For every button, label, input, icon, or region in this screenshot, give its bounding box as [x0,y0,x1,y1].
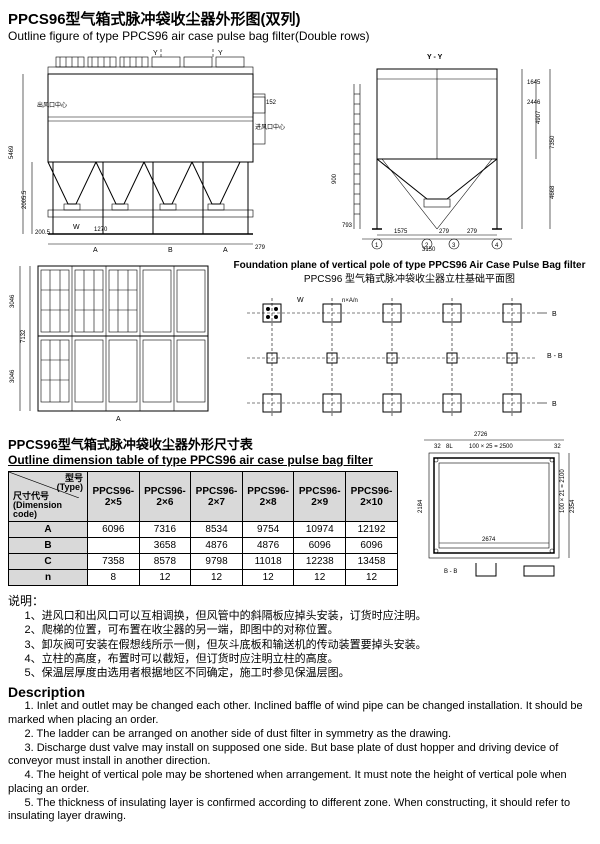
svg-text:进风口中心: 进风口中心 [255,123,285,131]
svg-text:3046: 3046 [10,294,16,308]
svg-text:2354: 2354 [570,499,576,513]
svg-text:Y - Y: Y - Y [427,54,443,61]
desc-label-en: Description [8,684,592,700]
foundation-caption-en: Foundation plane of vertical pole of typ… [227,260,592,272]
svg-text:3046: 3046 [10,369,16,383]
svg-text:5469: 5469 [9,145,15,159]
svg-text:7350: 7350 [550,135,556,149]
svg-text:B: B [552,401,557,408]
svg-text:3150: 3150 [422,247,436,253]
svg-text:Y: Y [153,50,158,57]
desc-label-cn: 说明： [8,592,592,609]
dim-w: W [73,224,80,231]
table-title-en: Outline dimension table of type PPCS96 a… [8,453,398,467]
title-en: Outline figure of type PPCS96 air case p… [8,29,592,43]
svg-text:B - B: B - B [444,569,457,575]
diagram-row-1: W 1270 152 进风口中心 5469 2005.5 200.5 A B A… [8,49,592,254]
svg-text:出风口中心: 出风口中心 [37,101,67,109]
svg-text:A: A [93,247,98,254]
svg-text:A: A [116,416,121,423]
svg-text:2674: 2674 [482,537,496,543]
desc-cn: 1、进风口和出风口可以互相调换，但风管中的斜隔板应掉头安装，订货时应注明。 2、… [8,609,592,680]
svg-text:2005.5: 2005.5 [22,190,28,209]
svg-text:32: 32 [434,444,441,450]
svg-text:8L: 8L [446,444,453,450]
foundation-caption-cn: PPCS96 型气箱式脉冲袋收尘器立柱基础平面图 [227,274,592,286]
svg-text:200.5: 200.5 [35,230,51,236]
svg-text:2184: 2184 [418,499,424,513]
desc-en: 1. Inlet and outlet may be changed each … [8,700,592,824]
svg-text:279: 279 [439,229,450,235]
foundation-plane-diagram: Foundation plane of vertical pole of typ… [227,258,592,428]
svg-text:152: 152 [266,100,277,106]
svg-text:1: 1 [375,243,379,249]
svg-text:1270: 1270 [94,227,108,233]
svg-text:W: W [297,297,304,304]
svg-text:B: B [168,247,173,254]
svg-text:2446: 2446 [527,100,541,106]
baseplate-detail-diagram: 2726 32 8L 100 × 25 = 2500 32 2674 2354 … [404,428,589,578]
svg-text:Y: Y [218,50,223,57]
svg-text:A: A [223,247,228,254]
diagram-row-2: 3046 3046 7132 A Foundation plane of ver… [8,258,592,428]
svg-text:B: B [552,311,557,318]
title-cn: PPCS96型气箱式脉冲袋收尘器外形图(双列) [8,8,592,29]
svg-text:3: 3 [452,243,456,249]
svg-text:2726: 2726 [474,432,488,438]
svg-text:B - B: B - B [547,353,563,360]
svg-text:4: 4 [495,243,499,249]
left-elevation-diagram: W 1270 152 进风口中心 5469 2005.5 200.5 A B A… [8,49,318,254]
svg-text:1575: 1575 [394,229,408,235]
svg-text:32: 32 [554,444,561,450]
table-title-cn: PPCS96型气箱式脉冲袋收尘器外形尺寸表 [8,434,398,453]
svg-text:7132: 7132 [21,329,27,343]
top-plan-diagram: 3046 3046 7132 A [8,258,223,423]
svg-text:1645: 1645 [527,80,541,86]
svg-text:4668: 4668 [550,185,556,199]
svg-text:4907: 4907 [536,110,542,124]
svg-text:279: 279 [467,229,478,235]
svg-text:100 × 21 = 2100: 100 × 21 = 2100 [560,469,566,513]
svg-text:900: 900 [332,173,338,184]
svg-text:793: 793 [342,223,353,229]
dimension-table: 型号(Type) 尺寸代号(Dimension code) PPCS96-2×5… [8,471,398,586]
yy-section-diagram: Y - Y 1 2 3 4 1575 279 279 3150 [322,49,592,254]
svg-text:100 × 25 = 2500: 100 × 25 = 2500 [469,444,513,450]
svg-text:n×A/n: n×A/n [342,298,358,304]
svg-text:279: 279 [255,245,266,251]
